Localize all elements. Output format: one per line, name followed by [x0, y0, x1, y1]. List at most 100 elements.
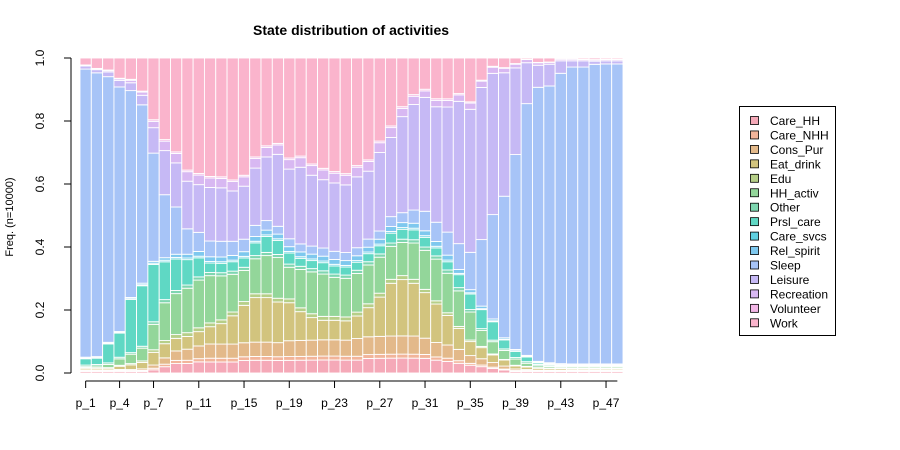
bar-segment-p_43-sleep	[554, 72, 567, 365]
bar-segment-p_8-recreation	[158, 140, 171, 152]
bar-segment-p_20-recreation	[294, 157, 307, 168]
legend-swatch-edu	[750, 173, 759, 183]
bar-segment-p_29-cons_pur	[396, 335, 409, 355]
legend-swatch-sleep	[750, 260, 759, 270]
x-tick-label: p_27	[366, 396, 393, 410]
bar-segment-p_6-leisure	[136, 94, 149, 106]
bar-segment-p_40-leisure	[520, 62, 533, 105]
bar-segment-p_25-leisure	[351, 176, 364, 249]
bar-segment-p_21-care_hh	[305, 359, 319, 374]
bar-segment-p_13-hh_activ	[215, 275, 228, 321]
bar-segment-p_17-sleep	[260, 220, 273, 231]
bar-segment-p_11-prsl_care	[192, 257, 205, 278]
legend-swatch-hh_activ	[750, 188, 759, 198]
bar-segment-p_23-sleep	[328, 250, 341, 260]
bar-segment-p_46-work	[588, 57, 601, 61]
bar-segment-p_44-work	[565, 57, 579, 60]
bar-segment-p_18-hh_activ	[271, 257, 285, 299]
bar-segment-p_22-rel_spirit	[317, 255, 330, 262]
bar-segment-p_25-other	[351, 269, 364, 274]
bar-segment-p_17-hh_activ	[260, 255, 273, 295]
bar-segment-p_34-other	[452, 287, 466, 292]
bar-segment-p_14-work	[226, 57, 239, 181]
bar-segment-p_1-leisure	[79, 65, 92, 70]
bar-segment-p_15-work	[237, 57, 251, 176]
bar-segment-p_45-leisure	[577, 60, 590, 68]
bar-segment-p_42-work	[543, 57, 556, 63]
bar-segment-p_20-care_nhh	[294, 355, 307, 361]
bar-segment-p_15-recreation	[237, 176, 251, 187]
bar-segment-p_11-other	[192, 276, 205, 281]
bar-segment-p_4-sleep	[113, 86, 126, 332]
bar-segment-p_15-prsl_care	[237, 257, 251, 268]
bar-segment-p_34-care_hh	[452, 362, 466, 374]
bar-segment-p_34-eat_drink	[452, 327, 466, 350]
bar-segment-p_12-care_nhh	[203, 357, 217, 363]
bar-segment-p_34-rel_spirit	[452, 269, 466, 274]
bar-segment-p_31-leisure	[418, 96, 432, 212]
bar-segment-p_12-eat_drink	[203, 326, 217, 345]
bar-segment-p_16-eat_drink	[249, 297, 262, 343]
bar-segment-p_31-work	[418, 57, 432, 90]
bar-segment-p_36-prsl_care	[475, 309, 488, 330]
bar-segment-p_29-sleep	[396, 212, 409, 224]
x-tick-label: p_11	[186, 396, 212, 410]
bar-segment-p_39-hh_activ	[509, 358, 522, 366]
legend-label-work: Work	[770, 316, 799, 330]
bar-segment-p_8-work	[158, 57, 171, 141]
bar-segment-p_19-work	[283, 57, 296, 159]
bar-segment-p_4-prsl_care	[113, 332, 126, 358]
bar-segment-p_12-other	[203, 272, 217, 277]
bar-segment-p_31-care_hh	[418, 357, 432, 374]
bar-segment-p_11-care_hh	[192, 361, 205, 374]
bar-segment-p_26-recreation	[362, 161, 375, 172]
bar-segment-p_36-cons_pur	[475, 358, 488, 366]
bar-segment-p_27-prsl_care	[373, 245, 386, 255]
bar-segment-p_26-care_nhh	[362, 354, 375, 359]
bar-segment-p_23-other	[328, 273, 341, 278]
bar-segment-p_9-care_nhh	[170, 359, 183, 364]
bar-segment-p_30-rel_spirit	[407, 222, 420, 229]
bar-segment-p_9-edu	[170, 334, 183, 339]
bar-segment-p_33-sleep	[441, 231, 454, 256]
bar-segment-p_29-care_nhh	[396, 353, 409, 359]
bar-segment-p_35-eat_drink	[464, 341, 477, 357]
bar-segment-p_24-work	[339, 57, 352, 175]
legend-label-eat_drink: Eat_drink	[770, 157, 822, 171]
x-tick-label: p_23	[321, 396, 348, 410]
bar-segment-p_10-other	[181, 284, 194, 289]
bar-segment-p_9-work	[170, 57, 183, 153]
bar-segment-p_10-rel_spirit	[181, 253, 194, 259]
bar-segment-p_30-care_nhh	[407, 353, 420, 359]
bar-segment-p_30-care_hh	[407, 357, 420, 374]
bar-segment-p_25-hh_activ	[351, 273, 364, 313]
bar-segment-p_12-cons_pur	[203, 343, 217, 359]
bar-segment-p_29-other	[396, 238, 409, 243]
bar-segment-p_35-hh_activ	[464, 311, 477, 341]
bar-segment-p_33-other	[441, 269, 454, 274]
bar-segment-p_13-cons_pur	[215, 343, 228, 359]
bar-segment-p_40-recreation	[520, 59, 533, 64]
bar-segment-p_11-eat_drink	[192, 331, 205, 347]
x-tick-label: p_35	[457, 396, 484, 410]
bar-segment-p_23-work	[328, 57, 341, 173]
bar-segment-p_28-edu	[384, 278, 398, 284]
legend-swatch-rel_spirit	[750, 246, 759, 255]
bar-segment-p_11-leisure	[192, 184, 205, 233]
bar-segment-p_7-care_hh	[147, 369, 160, 374]
bar-segment-p_26-work	[362, 57, 375, 161]
bar-segment-p_32-work	[430, 57, 443, 100]
bar-segment-p_30-prsl_care	[407, 229, 420, 241]
bar-segment-p_9-other	[170, 290, 183, 295]
bar-segment-p_40-hh_activ	[520, 362, 533, 367]
bar-segment-p_22-edu	[317, 315, 330, 321]
bar-segment-p_8-sleep	[158, 194, 171, 259]
bar-segment-p_4-leisure	[113, 80, 126, 88]
bar-segment-p_32-recreation	[430, 99, 443, 108]
bar-segment-p_12-recreation	[203, 177, 217, 188]
bar-segment-p_7-hh_activ	[147, 323, 160, 351]
bar-segment-p_23-cons_pur	[328, 339, 341, 357]
x-tick-label: p_39	[502, 396, 529, 410]
bar-segment-p_21-other	[305, 268, 319, 273]
bar-segment-p_24-cons_pur	[339, 339, 352, 357]
